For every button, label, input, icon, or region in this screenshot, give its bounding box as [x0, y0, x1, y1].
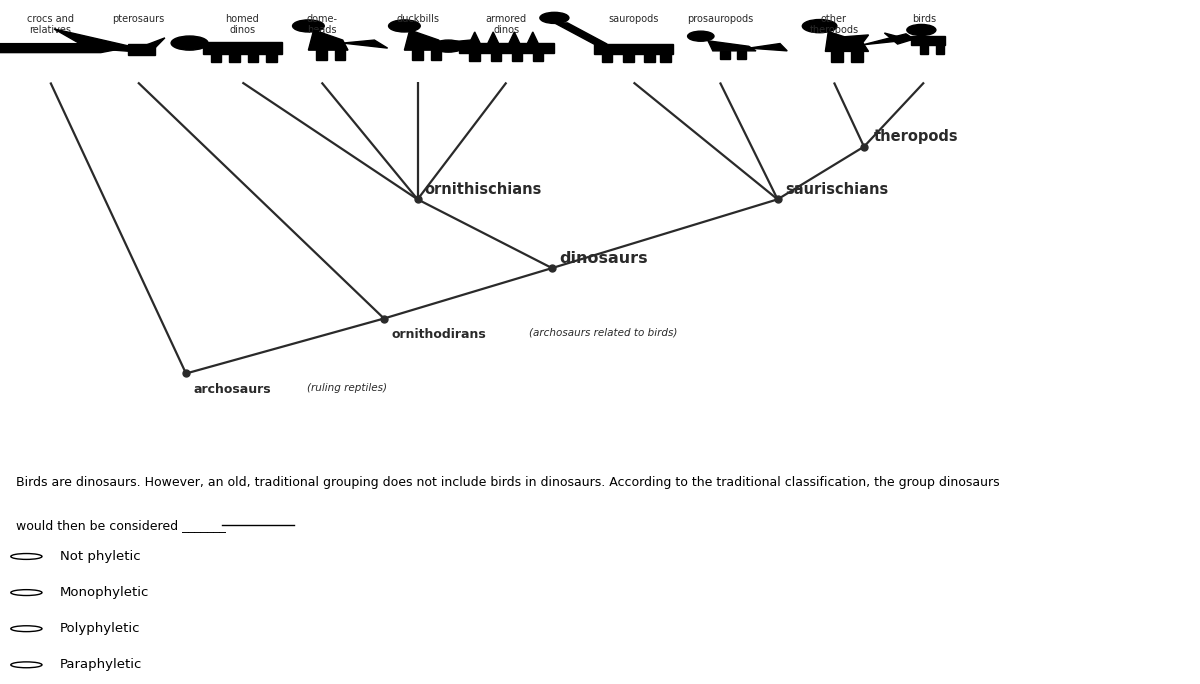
Text: birds: birds — [912, 14, 936, 24]
Text: duckbills: duckbills — [396, 14, 439, 24]
Polygon shape — [0, 44, 125, 53]
Polygon shape — [413, 50, 422, 60]
Circle shape — [172, 36, 208, 50]
Polygon shape — [54, 29, 138, 52]
Polygon shape — [644, 54, 655, 62]
Polygon shape — [211, 54, 221, 62]
Polygon shape — [203, 42, 282, 54]
Polygon shape — [851, 51, 863, 62]
Polygon shape — [920, 45, 928, 54]
Polygon shape — [863, 34, 914, 45]
Polygon shape — [128, 44, 155, 55]
Polygon shape — [317, 50, 326, 60]
Text: Polyphyletic: Polyphyletic — [60, 622, 140, 635]
Circle shape — [540, 12, 569, 23]
Polygon shape — [439, 40, 484, 48]
Text: saurischians: saurischians — [785, 182, 888, 197]
Polygon shape — [138, 38, 164, 52]
Circle shape — [293, 20, 324, 32]
Circle shape — [688, 31, 714, 41]
Polygon shape — [936, 45, 943, 54]
Polygon shape — [884, 33, 911, 44]
Polygon shape — [528, 32, 538, 43]
Polygon shape — [826, 31, 869, 51]
Polygon shape — [602, 54, 612, 62]
Text: would then be considered _______: would then be considered _______ — [16, 519, 226, 532]
Polygon shape — [533, 53, 544, 62]
Polygon shape — [623, 54, 634, 62]
Polygon shape — [431, 50, 442, 60]
Text: other
theropods: other theropods — [810, 14, 858, 36]
Polygon shape — [840, 35, 869, 42]
Text: ornithischians: ornithischians — [425, 182, 542, 197]
Text: Monophyletic: Monophyletic — [60, 586, 149, 599]
Text: prosauropods: prosauropods — [686, 14, 754, 24]
Polygon shape — [469, 53, 480, 62]
Polygon shape — [308, 30, 348, 50]
Text: crocs and
relatives: crocs and relatives — [26, 14, 74, 36]
Polygon shape — [720, 51, 730, 59]
Text: dome-
heads: dome- heads — [306, 14, 337, 36]
Polygon shape — [554, 23, 607, 44]
Polygon shape — [708, 41, 756, 51]
Text: Not phyletic: Not phyletic — [60, 550, 140, 563]
Polygon shape — [469, 32, 480, 43]
Polygon shape — [335, 50, 346, 60]
Polygon shape — [509, 32, 520, 43]
Text: Paraphyletic: Paraphyletic — [60, 658, 143, 671]
Text: Birds are dinosaurs. However, an old, traditional grouping does not include bird: Birds are dinosaurs. However, an old, tr… — [16, 476, 1000, 489]
Polygon shape — [749, 44, 787, 51]
Circle shape — [907, 25, 936, 36]
Polygon shape — [488, 32, 498, 43]
Text: archosaurs: archosaurs — [193, 382, 271, 395]
Polygon shape — [266, 54, 277, 62]
Polygon shape — [660, 54, 671, 62]
Circle shape — [803, 20, 836, 33]
Text: armored
dinos: armored dinos — [486, 14, 527, 36]
Polygon shape — [229, 54, 240, 62]
Text: dinosaurs: dinosaurs — [559, 251, 648, 266]
Text: ornithodirans: ornithodirans — [391, 328, 486, 341]
Text: pterosaurs: pterosaurs — [112, 14, 164, 24]
Polygon shape — [343, 40, 388, 48]
Polygon shape — [830, 51, 844, 62]
Polygon shape — [491, 53, 502, 62]
Polygon shape — [458, 43, 554, 53]
Text: (archosaurs related to birds): (archosaurs related to birds) — [529, 328, 678, 338]
Circle shape — [432, 40, 464, 52]
Polygon shape — [404, 30, 444, 50]
Polygon shape — [247, 54, 258, 62]
Polygon shape — [911, 36, 946, 45]
Text: homed
dinos: homed dinos — [226, 14, 259, 36]
Polygon shape — [594, 44, 673, 54]
Circle shape — [389, 20, 420, 32]
Polygon shape — [737, 51, 746, 59]
Text: (ruling reptiles): (ruling reptiles) — [307, 382, 388, 393]
Text: theropods: theropods — [874, 129, 959, 144]
Polygon shape — [511, 53, 522, 62]
Text: sauropods: sauropods — [608, 14, 659, 24]
